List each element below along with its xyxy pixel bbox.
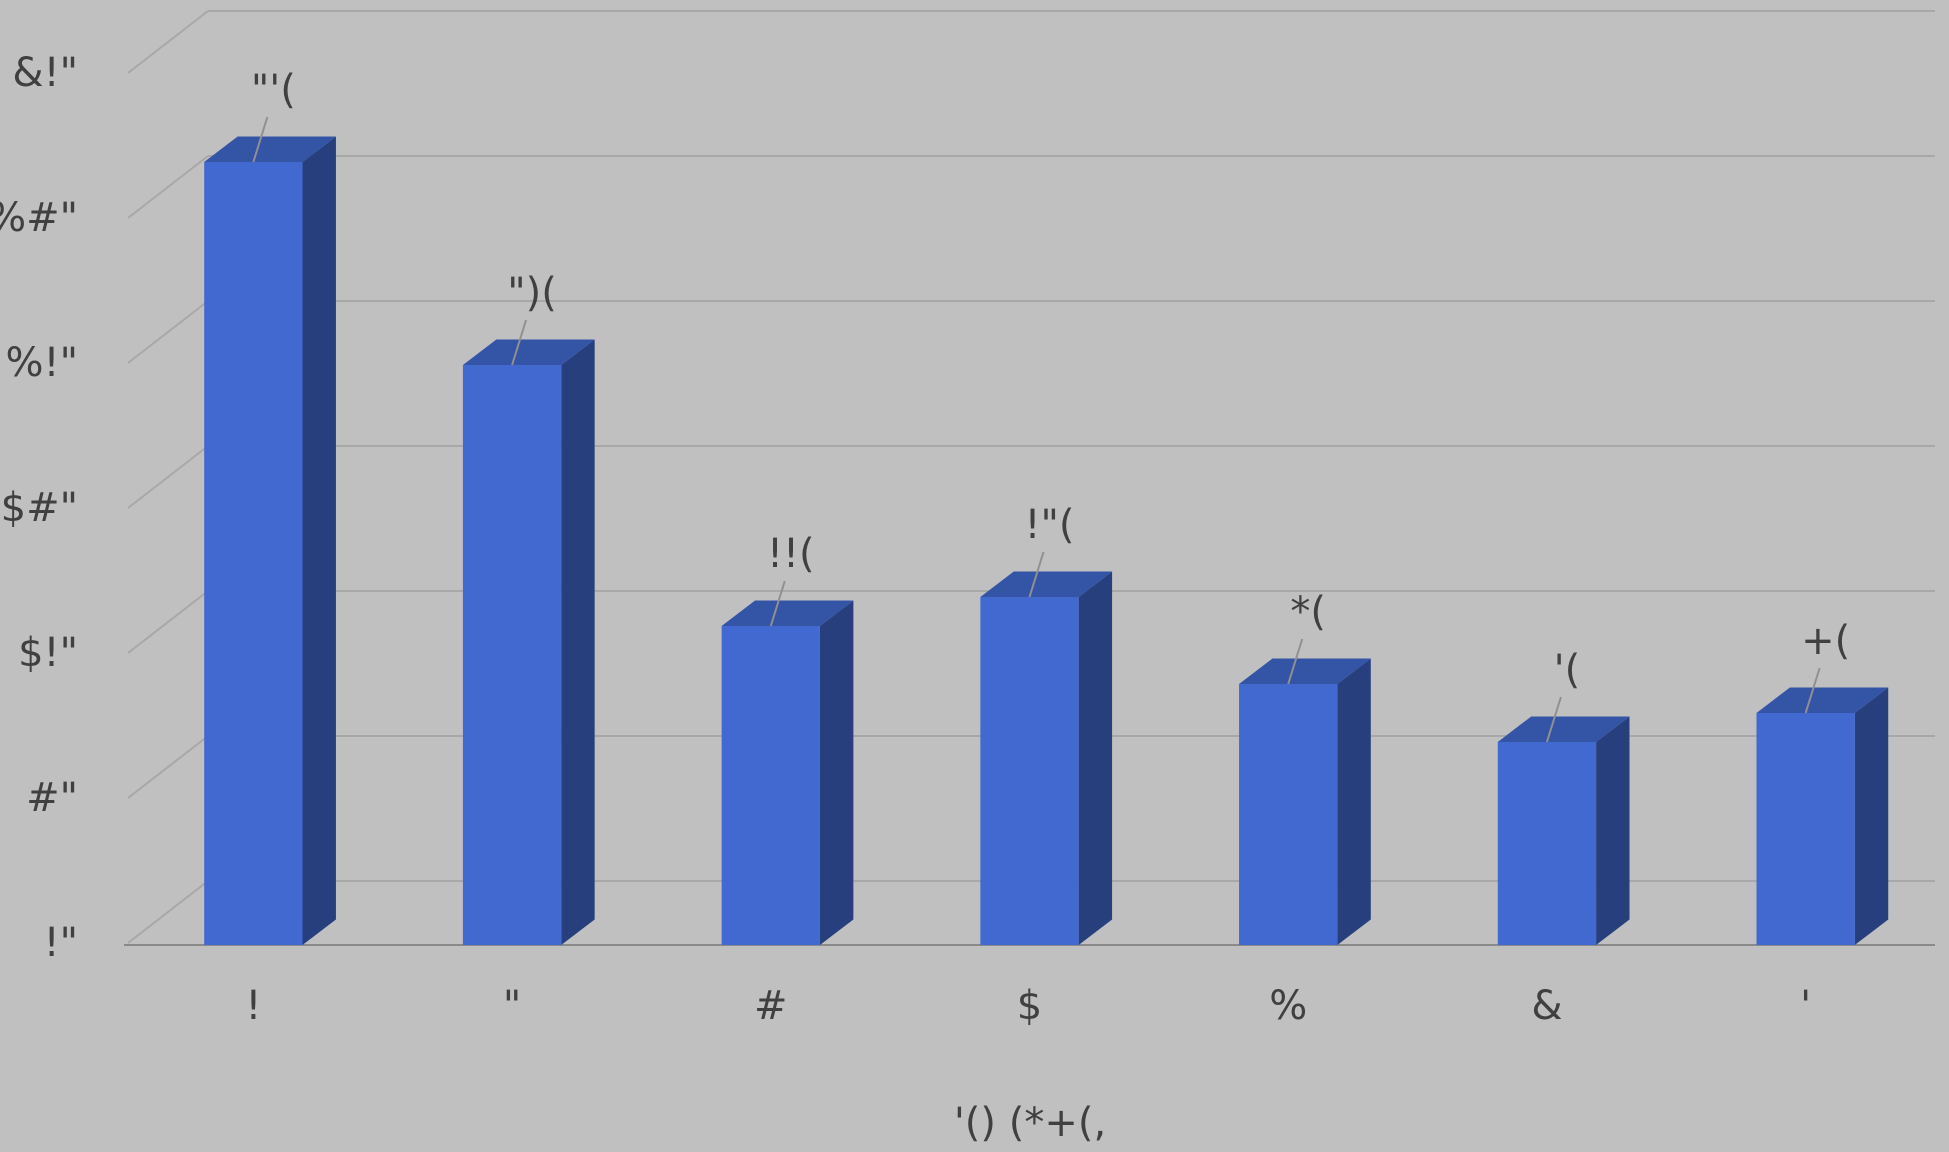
x-tick-label: !: [245, 983, 261, 1029]
value-label: '(: [1554, 647, 1581, 693]
label-leader: [1287, 638, 1304, 685]
bar: [1756, 713, 1855, 945]
bar-side: [1078, 571, 1113, 945]
bar-top: [1239, 658, 1371, 684]
bar: [1497, 742, 1597, 945]
x-tick-label: %: [1269, 983, 1307, 1029]
y-tick-label: #": [26, 775, 78, 821]
y-tick-label: %!": [6, 340, 78, 386]
x-tick-label: ": [503, 983, 521, 1029]
y-tick-label: &!": [12, 50, 78, 96]
bar-side: [561, 339, 595, 945]
y-tick-label: $#": [1, 485, 78, 531]
bar: [462, 365, 562, 945]
grid-wall-line: [127, 735, 209, 799]
bar: [980, 597, 1079, 945]
bar-top: [721, 600, 854, 626]
bar-top: [1756, 687, 1889, 713]
bar-top: [980, 571, 1113, 597]
label-leader: [769, 580, 786, 627]
bar-side: [1596, 716, 1630, 945]
value-label: "'(: [251, 67, 296, 113]
bar: [1239, 684, 1338, 945]
grid-wall-line: [127, 590, 209, 654]
value-label: ")(: [507, 270, 557, 316]
y-tick-label: $!": [18, 630, 78, 676]
x-tick-label: #: [754, 983, 788, 1029]
value-label: *(: [1290, 589, 1326, 635]
value-label: +(: [1801, 618, 1850, 664]
bar-top: [204, 136, 336, 162]
bar-top: [462, 339, 595, 365]
label-leader: [252, 116, 269, 163]
bar: [721, 626, 820, 945]
x-tick-label: $: [1017, 983, 1042, 1029]
y-tick-label: %#": [0, 195, 78, 241]
grid-wall-line: [127, 155, 209, 219]
value-label: !"(: [1024, 502, 1074, 548]
bar: [204, 162, 303, 945]
x-tick-label: ': [1800, 983, 1811, 1029]
x-tick-label: &: [1531, 983, 1562, 1029]
grid-wall-line: [127, 300, 209, 364]
bar-side: [1854, 687, 1889, 945]
bar-top: [1497, 716, 1630, 742]
x-axis-title: '() (*+(,: [954, 1100, 1106, 1146]
label-leader: [1804, 667, 1821, 714]
label-leader: [1028, 551, 1045, 598]
bar-side: [302, 136, 336, 945]
grid-wall-line: [127, 445, 209, 509]
bar-side: [1337, 658, 1371, 945]
value-label: !!(: [767, 531, 815, 577]
label-leader: [511, 319, 528, 366]
bar-side: [819, 600, 854, 945]
grid-wall-line: [127, 880, 209, 944]
grid-wall-line: [127, 10, 209, 74]
y-tick-label: !": [44, 920, 78, 966]
label-leader: [1545, 696, 1562, 743]
